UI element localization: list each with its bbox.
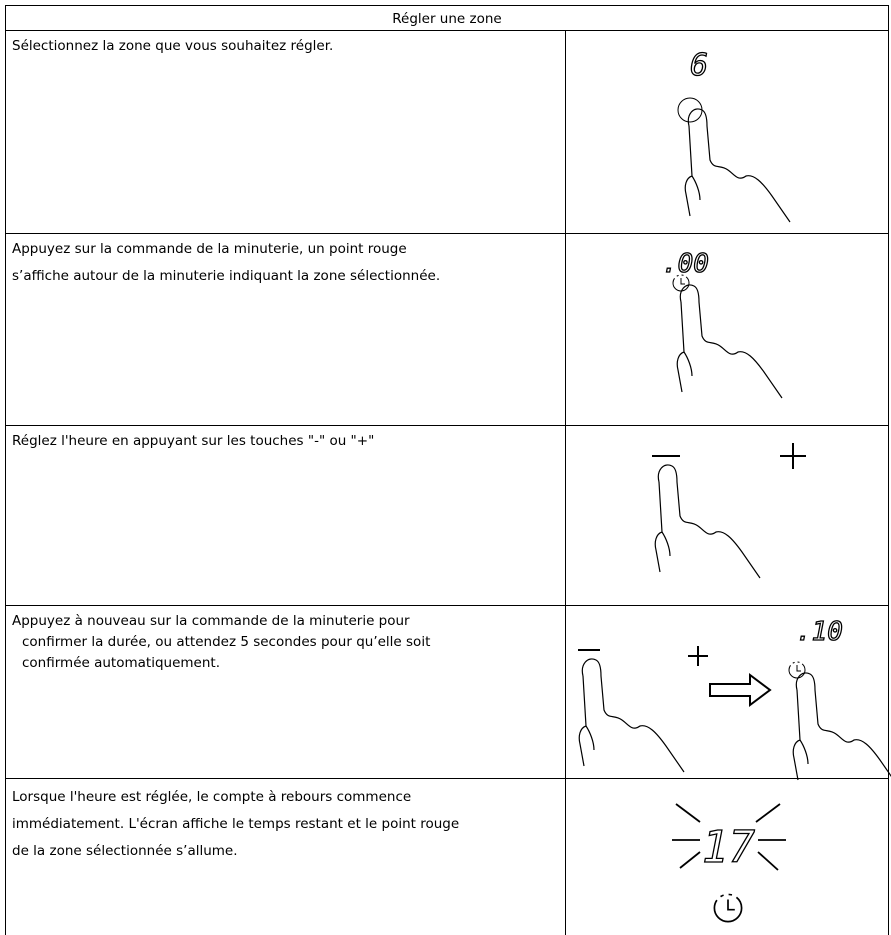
zone-button [677, 97, 703, 123]
display-digits: 17 [702, 822, 755, 873]
hand-illustration [676, 284, 783, 399]
cell-text: s’affiche autour de la minuterie indiqua… [12, 268, 440, 284]
arrow [709, 673, 772, 707]
hand-illustration [792, 672, 891, 787]
cell-text: Appuyez à nouveau sur la commande de la … [12, 613, 410, 629]
timer-icon [713, 893, 743, 923]
blink-rays [672, 803, 786, 871]
cell-text: confirmer la durée, ou attendez 5 second… [22, 634, 430, 650]
hand-illustration [578, 658, 685, 773]
table-title: Régler une zone [392, 11, 501, 27]
table-border [5, 5, 889, 935]
display-digits: .00 [662, 249, 709, 279]
display-digits: .10 [796, 617, 843, 647]
cell-text: immédiatement. L'écran affiche le temps … [12, 816, 459, 832]
hand-illustration [654, 464, 761, 579]
cell-text: de la zone sélectionnée s’allume. [12, 843, 238, 859]
cell-text: Appuyez sur la commande de la minuterie,… [12, 241, 407, 257]
timer-icon [788, 661, 806, 679]
display-digits: 6 [690, 48, 708, 83]
cell-text: confirmée automatiquement. [22, 655, 220, 671]
cell-text: Réglez l'heure en appuyant sur les touch… [12, 433, 374, 449]
cell-text: Lorsque l'heure est réglée, le compte à … [12, 789, 411, 805]
cell-text: Sélectionnez la zone que vous souhaitez … [12, 38, 333, 54]
hand-illustration [684, 108, 791, 223]
